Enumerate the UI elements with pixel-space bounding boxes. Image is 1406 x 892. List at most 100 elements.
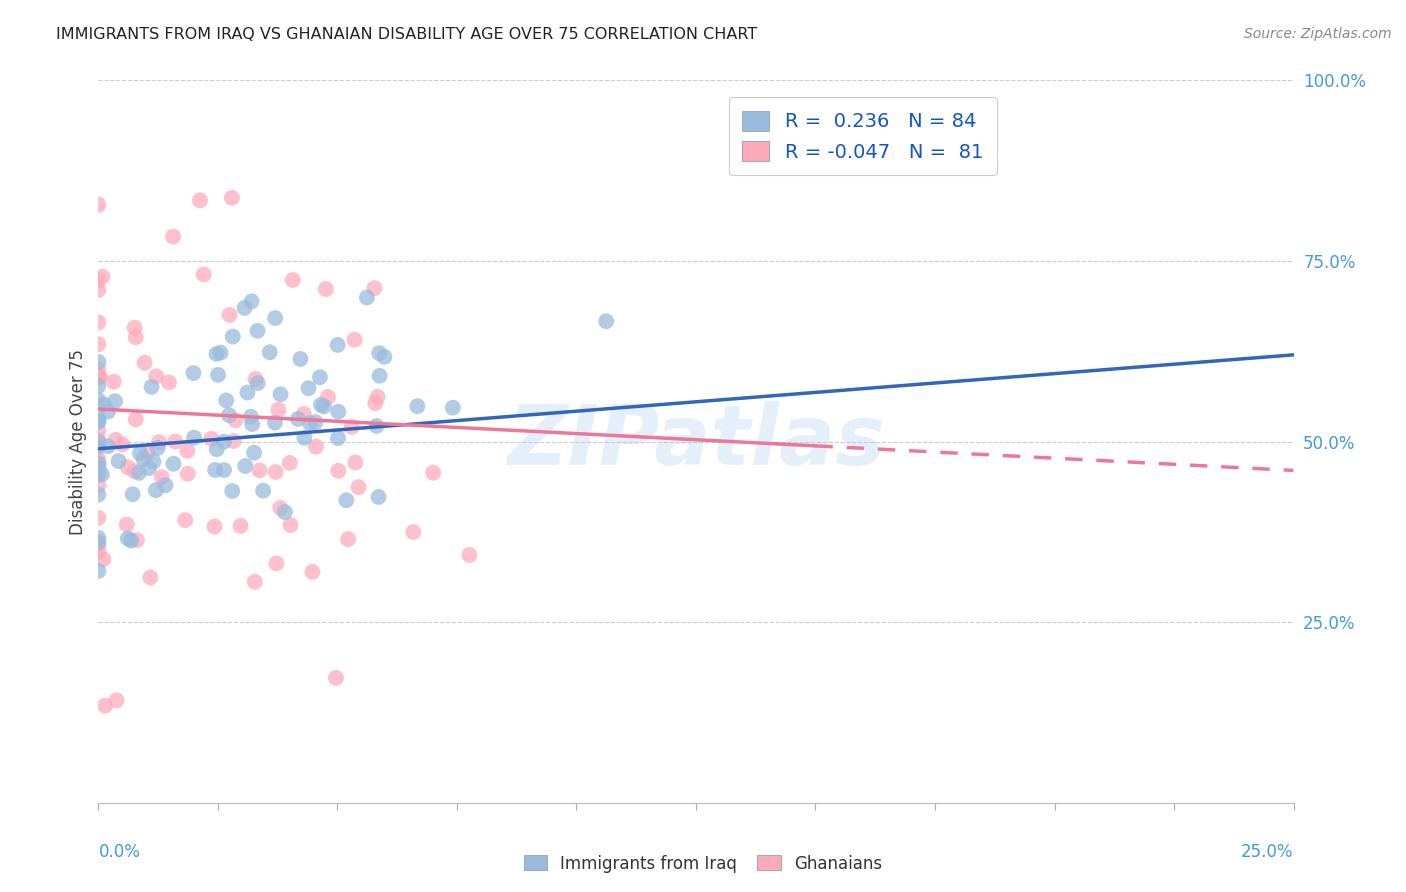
Point (87, 379, 110, 393)
Point (87, 337, 110, 351)
Point (270, 387, 292, 401)
Point (368, 368, 391, 383)
Point (240, 417, 263, 431)
Point (373, 350, 395, 364)
Point (125, 330, 148, 344)
Point (87, 415, 110, 429)
Point (368, 346, 391, 360)
Point (335, 493, 357, 508)
Point (87, 487, 110, 501)
Point (183, 431, 205, 445)
Point (218, 308, 240, 322)
Point (367, 490, 389, 504)
Point (221, 483, 243, 498)
Point (155, 478, 177, 492)
Point (249, 463, 271, 477)
Point (87, 467, 110, 482)
Point (204, 463, 226, 477)
Point (246, 324, 269, 338)
Point (165, 434, 187, 449)
Point (366, 418, 388, 433)
Point (183, 366, 205, 380)
Point (142, 454, 165, 468)
Point (162, 229, 184, 244)
Point (87, 564, 110, 578)
Point (222, 329, 245, 343)
Point (177, 467, 200, 481)
Point (309, 398, 332, 412)
Point (124, 464, 146, 478)
Point (441, 401, 464, 415)
Text: IMMIGRANTS FROM IRAQ VS GHANAIAN DISABILITY AGE OVER 75 CORRELATION CHART: IMMIGRANTS FROM IRAQ VS GHANAIAN DISABIL… (56, 27, 758, 42)
Point (347, 480, 370, 494)
Legend: R =  0.236   N = 84, R = -0.047   N =  81: R = 0.236 N = 84, R = -0.047 N = 81 (728, 97, 997, 175)
Point (89, 370, 111, 384)
Point (87, 457, 110, 471)
Point (174, 513, 197, 527)
Point (124, 320, 146, 334)
Point (240, 294, 263, 309)
Point (146, 441, 169, 455)
Point (87, 456, 110, 470)
Point (309, 370, 332, 384)
Text: Source: ZipAtlas.com: Source: ZipAtlas.com (1244, 27, 1392, 41)
Point (145, 369, 167, 384)
Point (87, 452, 110, 467)
Point (595, 314, 617, 328)
Point (356, 291, 378, 305)
Point (246, 376, 269, 390)
Point (193, 268, 215, 282)
Point (162, 457, 184, 471)
Point (402, 524, 425, 539)
Point (281, 273, 304, 287)
Point (243, 574, 266, 589)
Point (107, 454, 129, 468)
Point (259, 345, 281, 359)
Point (117, 532, 139, 546)
Point (145, 483, 167, 498)
Point (406, 399, 429, 413)
Point (264, 465, 287, 479)
Point (87, 545, 110, 559)
Point (117, 460, 139, 475)
Point (205, 347, 228, 361)
Point (87, 531, 110, 545)
Point (134, 356, 156, 370)
Point (87, 393, 110, 408)
Point (298, 416, 321, 430)
Point (94, 698, 117, 713)
Point (87, 198, 110, 212)
Point (264, 311, 287, 326)
Point (340, 420, 363, 434)
Point (87, 371, 110, 385)
Point (212, 463, 235, 477)
Point (87, 461, 110, 475)
Point (87, 273, 110, 287)
Point (188, 194, 211, 208)
Point (104, 394, 127, 409)
Point (115, 517, 138, 532)
Point (233, 458, 256, 473)
Point (87, 283, 110, 297)
Point (315, 282, 337, 296)
Point (316, 390, 339, 404)
Point (245, 372, 267, 386)
Point (274, 505, 297, 519)
Point (136, 446, 159, 460)
Point (252, 483, 274, 498)
Point (218, 409, 240, 423)
Point (200, 432, 222, 446)
Point (103, 375, 125, 389)
Point (91, 552, 114, 566)
Legend: Immigrants from Iraq, Ghanaians: Immigrants from Iraq, Ghanaians (517, 848, 889, 880)
Point (325, 671, 347, 685)
Point (278, 456, 301, 470)
Point (292, 407, 315, 421)
Point (233, 301, 256, 315)
Point (264, 416, 287, 430)
Point (176, 443, 198, 458)
Point (229, 519, 252, 533)
Point (87, 539, 110, 553)
Point (87, 316, 110, 330)
Point (157, 376, 180, 390)
